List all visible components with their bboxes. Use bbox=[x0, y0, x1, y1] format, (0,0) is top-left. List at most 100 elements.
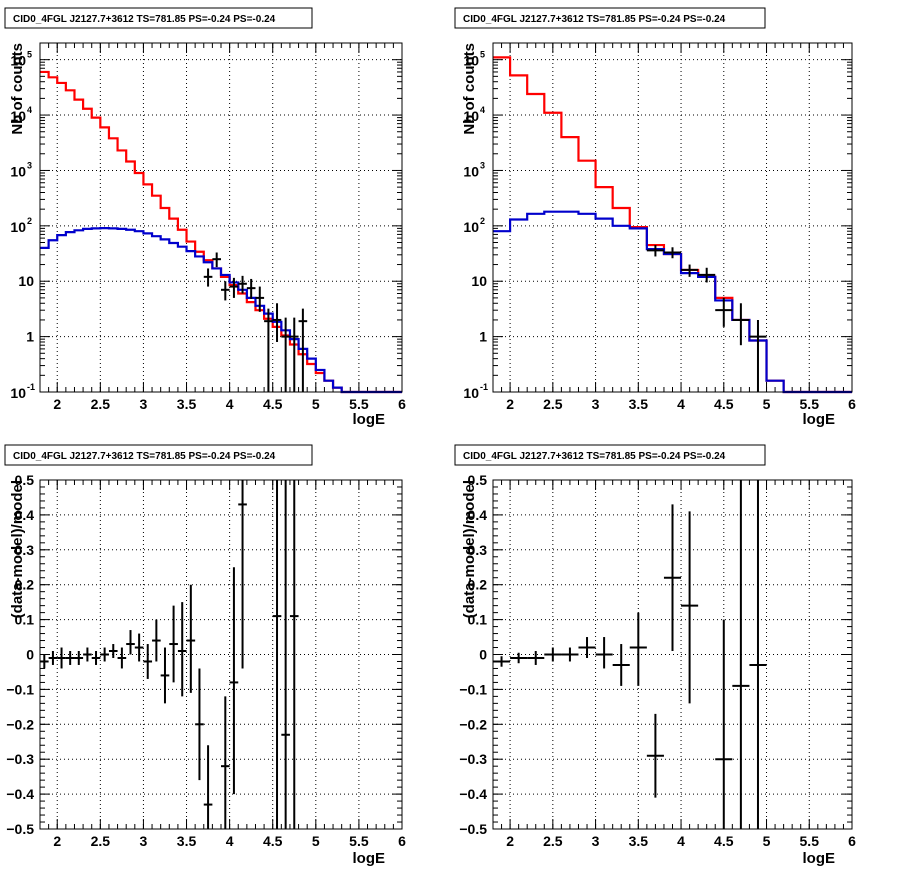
data-point bbox=[272, 303, 282, 342]
y-tick-label-exponent: 3 bbox=[480, 160, 485, 170]
x-tick-label: 4.5 bbox=[714, 833, 734, 849]
data-point bbox=[715, 619, 733, 829]
x-tick-label: 4.5 bbox=[263, 396, 283, 412]
y-tick-label: −0.5 bbox=[459, 821, 487, 837]
x-tick-label: 2.5 bbox=[91, 396, 111, 412]
x-tick-label: 6 bbox=[848, 396, 856, 412]
y-tick-label: −0.1 bbox=[6, 681, 34, 697]
histogram-series-model_total bbox=[40, 70, 402, 394]
data-point bbox=[612, 644, 630, 686]
data-point bbox=[100, 647, 109, 662]
y-tick-label: 10 bbox=[471, 273, 487, 289]
y-tick-label: 0 bbox=[479, 647, 487, 663]
x-tick-label: 3 bbox=[592, 396, 600, 412]
data-point bbox=[117, 647, 127, 669]
x-tick-label: 3.5 bbox=[177, 396, 197, 412]
x-tick-label: 4.5 bbox=[263, 833, 283, 849]
data-point bbox=[255, 286, 265, 312]
y-tick-label: 0.2 bbox=[15, 577, 35, 593]
x-tick-label: 3 bbox=[592, 833, 600, 849]
y-tick-label-base: 10 bbox=[10, 385, 26, 401]
y-tick-label: 0.1 bbox=[15, 612, 35, 628]
data-point bbox=[272, 480, 282, 829]
x-tick-label: 5 bbox=[763, 833, 771, 849]
x-tick-label: 5 bbox=[312, 396, 320, 412]
data-point bbox=[126, 630, 135, 655]
y-tick-label-base: 10 bbox=[10, 53, 26, 69]
data-point bbox=[48, 651, 58, 665]
y-tick-label: −0.2 bbox=[6, 716, 34, 732]
data-point bbox=[152, 619, 161, 662]
y-tick-label: 0.5 bbox=[468, 472, 488, 488]
x-tick-label: 3.5 bbox=[629, 833, 649, 849]
data-point bbox=[160, 647, 170, 704]
y-tick-label: −0.1 bbox=[459, 681, 487, 697]
data-point bbox=[40, 654, 49, 669]
y-axis-title: (data-model)/model bbox=[9, 480, 26, 618]
y-tick-label: 1 bbox=[26, 329, 34, 345]
y-tick-label-base: 10 bbox=[463, 219, 479, 235]
data-point bbox=[74, 651, 84, 665]
chart-title: CID0_4FGL J2127.7+3612 TS=781.85 PS=-0.2… bbox=[463, 451, 726, 462]
data-point bbox=[578, 637, 596, 658]
title-box bbox=[454, 7, 766, 29]
y-axis-title: Nb of counts bbox=[9, 43, 26, 135]
data-point bbox=[289, 480, 299, 829]
data-point bbox=[289, 317, 299, 392]
data-point bbox=[663, 247, 682, 259]
title-box bbox=[4, 444, 313, 466]
x-tick-label: 3 bbox=[140, 833, 148, 849]
data-point bbox=[108, 644, 118, 658]
data-point bbox=[732, 303, 750, 346]
x-tick-label: 4 bbox=[677, 396, 685, 412]
y-tick-label-exponent: 2 bbox=[480, 216, 485, 226]
plot-frame bbox=[39, 479, 403, 830]
data-point bbox=[229, 277, 239, 298]
y-tick-label: 10 bbox=[18, 273, 34, 289]
data-point bbox=[527, 651, 545, 665]
x-tick-label: 4 bbox=[677, 833, 685, 849]
y-tick-label-exponent: -1 bbox=[27, 382, 35, 392]
x-tick-label: 4 bbox=[226, 833, 234, 849]
y-tick-label: 0 bbox=[26, 647, 34, 663]
y-tick-label: 0.3 bbox=[468, 542, 488, 558]
data-point bbox=[229, 567, 239, 795]
data-point bbox=[281, 317, 290, 392]
x-tick-label: 2 bbox=[506, 833, 514, 849]
x-tick-label: 6 bbox=[398, 833, 406, 849]
data-point bbox=[510, 652, 528, 664]
y-tick-label-exponent: -1 bbox=[480, 382, 488, 392]
data-point bbox=[212, 252, 221, 268]
x-axis-title: logE bbox=[803, 411, 836, 428]
data-point bbox=[91, 651, 101, 665]
data-point bbox=[221, 281, 230, 301]
data-point bbox=[203, 745, 213, 829]
y-tick-label: −0.5 bbox=[6, 821, 34, 837]
data-point bbox=[281, 480, 290, 829]
histogram-series-model_other bbox=[493, 210, 852, 394]
x-tick-label: 4 bbox=[226, 396, 234, 412]
data-point bbox=[715, 297, 733, 327]
data-point bbox=[177, 602, 187, 697]
y-tick-label: 0.5 bbox=[15, 472, 35, 488]
data-point bbox=[663, 504, 682, 652]
data-point bbox=[195, 668, 204, 781]
chart-title: CID0_4FGL J2127.7+3612 TS=781.85 PS=-0.2… bbox=[13, 14, 276, 25]
x-tick-label: 3.5 bbox=[177, 833, 197, 849]
chart-pad-1: CID0_4FGL J2127.7+3612 TS=781.85 PS=-0.2… bbox=[4, 7, 406, 428]
y-tick-label: 0.2 bbox=[468, 577, 488, 593]
y-tick-label: 1 bbox=[479, 329, 487, 345]
plot-frame bbox=[492, 479, 853, 830]
x-axis-title: logE bbox=[353, 411, 386, 428]
plot-frame bbox=[492, 42, 853, 393]
data-point bbox=[134, 633, 144, 662]
x-tick-label: 6 bbox=[848, 833, 856, 849]
data-point bbox=[646, 713, 664, 798]
chart-title: CID0_4FGL J2127.7+3612 TS=781.85 PS=-0.2… bbox=[13, 451, 276, 462]
x-tick-label: 5.5 bbox=[349, 833, 369, 849]
x-tick-label: 2.5 bbox=[91, 833, 111, 849]
y-tick-label-base: 10 bbox=[463, 163, 479, 179]
data-point bbox=[681, 511, 699, 704]
y-tick-label-base: 10 bbox=[463, 53, 479, 69]
